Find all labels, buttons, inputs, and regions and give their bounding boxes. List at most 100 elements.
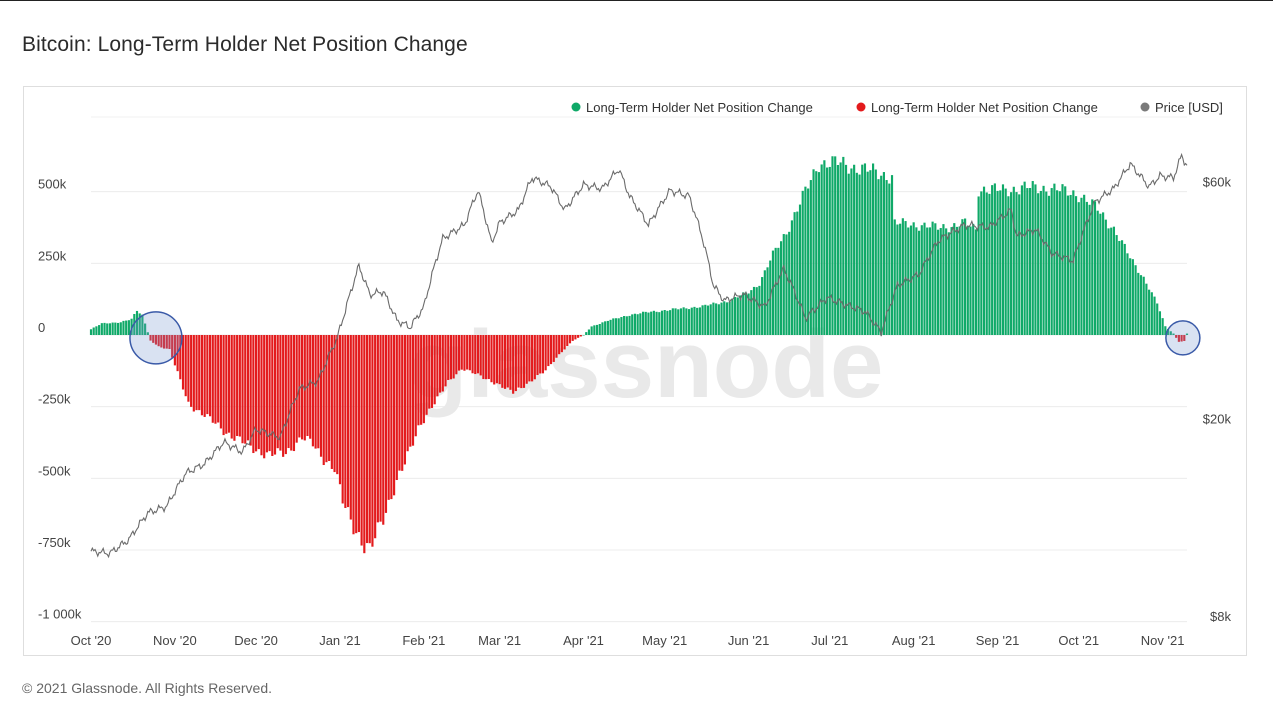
bar <box>311 335 314 447</box>
bar <box>993 183 996 335</box>
bar <box>487 335 490 380</box>
x-tick-label: Jan '21 <box>319 633 361 648</box>
bar <box>1104 219 1107 335</box>
bar <box>834 156 837 335</box>
bar <box>384 335 388 513</box>
bar <box>850 168 853 335</box>
bar <box>517 335 520 388</box>
y-left-tick-label: 500k <box>38 177 67 192</box>
bar <box>918 230 921 335</box>
bar <box>696 307 699 335</box>
bar <box>344 335 347 508</box>
bar <box>888 183 891 335</box>
legend-swatch-2 <box>1140 102 1150 112</box>
bar <box>284 335 287 455</box>
bar <box>999 190 1002 335</box>
bar <box>747 293 750 335</box>
bar <box>146 332 149 335</box>
bar <box>761 277 764 335</box>
bar <box>552 335 555 362</box>
bar <box>1156 303 1159 335</box>
bar <box>533 335 536 380</box>
bar <box>639 313 642 335</box>
bar <box>828 166 831 335</box>
legend-label-0: Long-Term Holder Net Position Change <box>586 100 813 115</box>
bars-group <box>89 156 1189 554</box>
bar <box>804 186 807 335</box>
bar <box>279 335 282 451</box>
bar <box>641 311 645 335</box>
bar <box>777 247 780 335</box>
bar <box>931 221 934 335</box>
bar <box>1169 331 1172 335</box>
bar <box>907 227 910 335</box>
bar <box>490 335 493 383</box>
bar <box>687 309 691 335</box>
bar <box>774 247 777 335</box>
bar <box>912 222 915 335</box>
bar <box>928 227 931 335</box>
bar <box>501 335 504 388</box>
bar <box>820 164 823 335</box>
bar <box>263 335 266 459</box>
bar <box>945 228 948 335</box>
bar <box>411 335 415 446</box>
bar <box>330 335 333 469</box>
bar <box>677 309 680 335</box>
bar <box>893 219 896 335</box>
x-tick-label: Jun '21 <box>728 633 770 648</box>
bar <box>1115 235 1118 335</box>
x-tick-label: Mar '21 <box>478 633 521 648</box>
bar <box>872 163 875 335</box>
bar <box>899 223 902 335</box>
bar <box>211 335 214 423</box>
x-tick-label: Sep '21 <box>976 633 1020 648</box>
bar <box>292 335 296 452</box>
bar <box>953 223 956 335</box>
bar <box>809 180 812 335</box>
bar <box>428 335 431 409</box>
bar <box>555 335 558 358</box>
bar <box>379 335 382 522</box>
bar <box>823 160 826 335</box>
bar <box>444 335 447 387</box>
bar <box>493 335 496 385</box>
bar <box>1112 226 1116 335</box>
bar <box>447 335 450 380</box>
bar <box>138 313 141 335</box>
bar <box>195 335 198 411</box>
bar <box>842 156 845 335</box>
bar <box>980 191 983 335</box>
bar <box>660 310 664 335</box>
bar <box>563 335 566 350</box>
bar <box>1069 194 1072 335</box>
bar <box>1045 191 1048 335</box>
bar <box>547 335 550 367</box>
bar <box>1123 243 1126 335</box>
bar <box>241 335 244 444</box>
bar <box>609 319 612 335</box>
bar <box>355 335 358 534</box>
bar <box>1126 253 1129 335</box>
x-tick-label: Dec '20 <box>234 633 278 648</box>
bar <box>566 335 569 346</box>
bar <box>208 335 212 417</box>
copyright-notice: © 2021 Glassnode. All Rights Reserved. <box>22 680 273 696</box>
bar <box>685 308 688 335</box>
bar <box>1107 228 1110 335</box>
bar <box>360 335 363 546</box>
bar <box>95 326 98 335</box>
x-tick-label: Aug '21 <box>892 633 936 648</box>
bar <box>541 335 545 374</box>
y-left-tick-label: -500k <box>38 463 71 478</box>
bar <box>417 335 420 426</box>
bar <box>1018 194 1021 335</box>
bar <box>1058 191 1061 335</box>
y-right-tick-label: $8k <box>1210 609 1231 624</box>
bar <box>314 335 317 449</box>
bar <box>896 224 899 335</box>
bar <box>779 241 783 335</box>
bar <box>495 335 498 384</box>
bar <box>200 335 204 416</box>
bar <box>536 335 539 376</box>
